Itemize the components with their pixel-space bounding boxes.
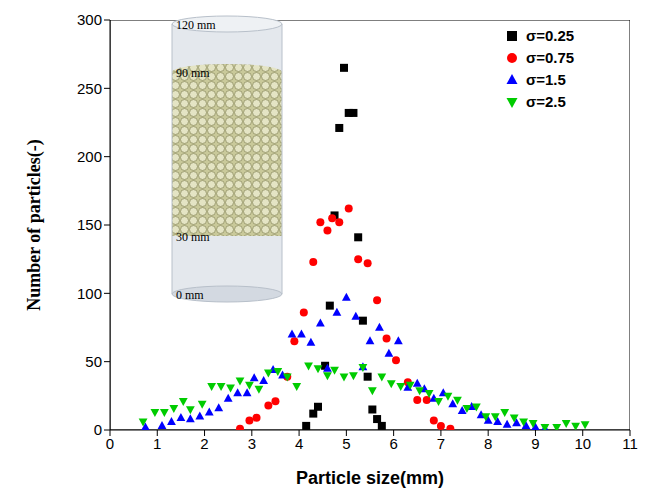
svg-text:2: 2 (200, 435, 208, 452)
svg-text:50: 50 (85, 353, 102, 370)
svg-text:9: 9 (531, 435, 539, 452)
svg-text:150: 150 (77, 216, 102, 233)
svg-text:4: 4 (295, 435, 303, 452)
svg-text:σ=0.25: σ=0.25 (526, 27, 574, 44)
svg-text:0: 0 (106, 435, 114, 452)
svg-text:300: 300 (77, 11, 102, 28)
svg-text:1: 1 (153, 435, 161, 452)
svg-text:6: 6 (389, 435, 397, 452)
svg-text:Particle size(mm): Particle size(mm) (296, 468, 444, 488)
svg-text:0: 0 (94, 421, 102, 438)
svg-text:8: 8 (484, 435, 492, 452)
svg-text:7: 7 (437, 435, 445, 452)
svg-text:250: 250 (77, 80, 102, 97)
svg-text:σ=0.75: σ=0.75 (526, 49, 574, 66)
svg-text:30 mm: 30 mm (176, 230, 210, 244)
svg-text:0 mm: 0 mm (176, 288, 204, 302)
svg-text:σ=2.5: σ=2.5 (526, 93, 566, 110)
svg-text:10: 10 (574, 435, 591, 452)
svg-text:200: 200 (77, 148, 102, 165)
svg-text:5: 5 (342, 435, 350, 452)
svg-text:90 mm: 90 mm (176, 66, 210, 80)
svg-text:11: 11 (622, 435, 638, 452)
svg-text:σ=1.5: σ=1.5 (526, 71, 566, 88)
svg-text:120 mm: 120 mm (176, 18, 216, 32)
svg-text:100: 100 (77, 285, 102, 302)
svg-text:3: 3 (248, 435, 256, 452)
svg-text:Number of particles(-): Number of particles(-) (24, 139, 45, 311)
